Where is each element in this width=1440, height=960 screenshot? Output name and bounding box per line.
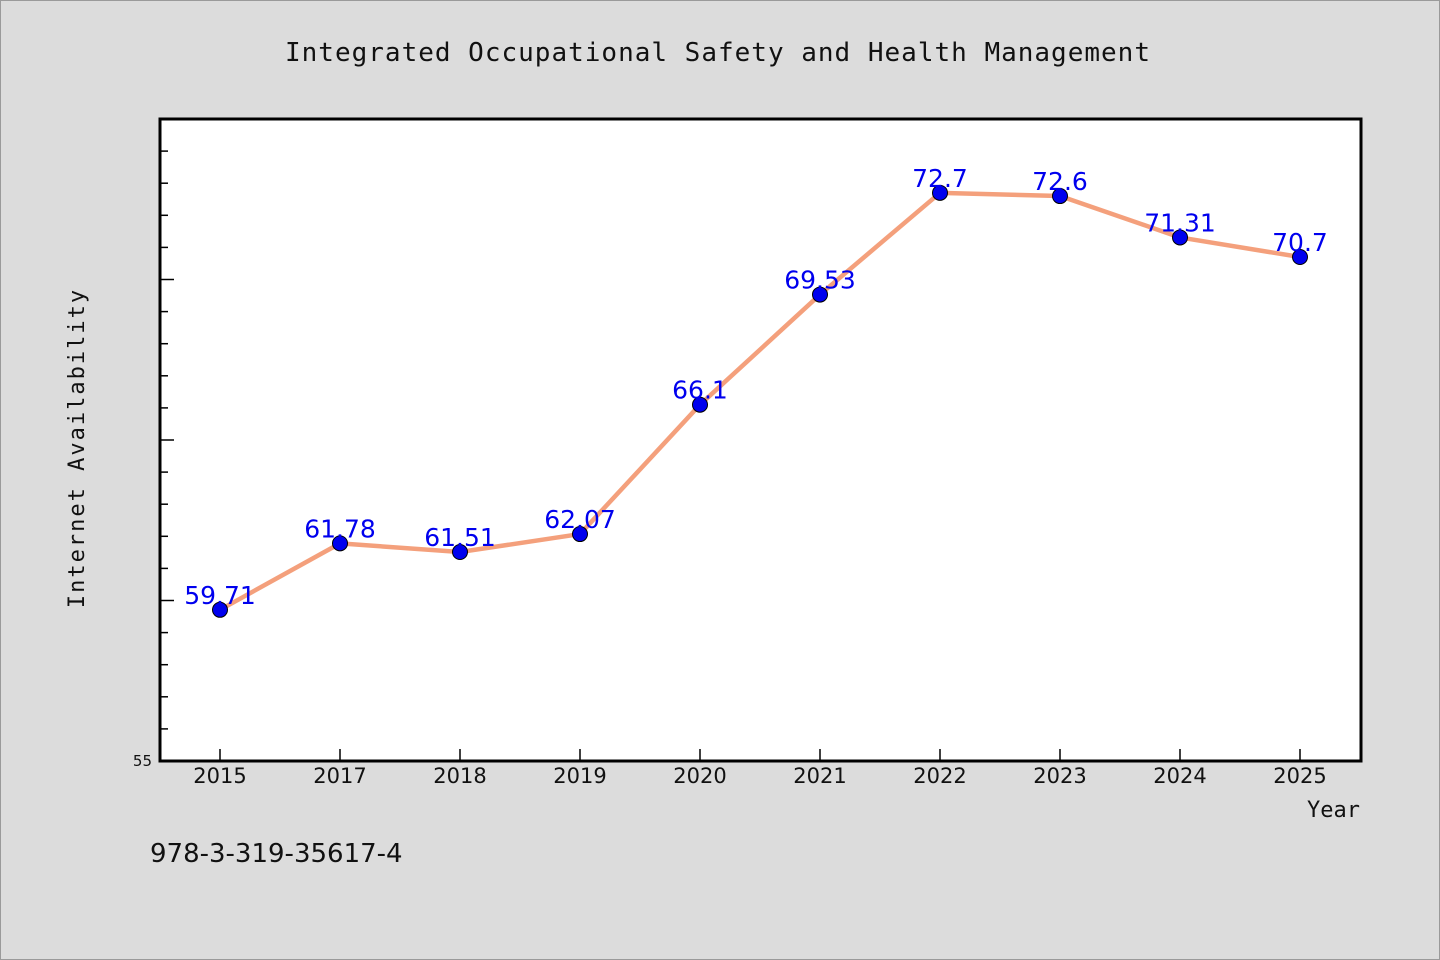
- x-tick-label: 2017: [313, 764, 366, 788]
- data-point: [332, 535, 348, 552]
- x-tick-label: 2020: [673, 764, 726, 788]
- x-tick-label: 2021: [793, 764, 846, 788]
- series-line: [218, 190, 1301, 612]
- y-axis-label: Internet Availability: [65, 288, 90, 608]
- x-tick-label: 2025: [1273, 764, 1326, 788]
- data-label: 70.7: [1272, 228, 1328, 257]
- chart-title: Integrated Occupational Safety and Healt…: [285, 38, 1151, 68]
- isbn-footer: 978-3-319-35617-4: [150, 839, 403, 869]
- data-label: 71.31: [1144, 208, 1216, 237]
- x-axis-label: Year: [1307, 798, 1360, 823]
- data-point: [452, 544, 468, 561]
- x-tick-label: 2024: [1153, 764, 1206, 788]
- data-point: [1172, 229, 1188, 246]
- data-label: 72.6: [1032, 167, 1088, 196]
- data-point: [1052, 188, 1068, 205]
- data-point: [1292, 249, 1308, 266]
- data-point: [212, 601, 228, 618]
- x-tick-label: 2018: [433, 764, 486, 788]
- data-labels: 59.71 61.78 61.51 62.07 66.1 69.53 72.7 72.6 71.…: [184, 164, 1328, 610]
- y-tick-label: 55: [133, 752, 152, 770]
- data-markers: [212, 184, 1308, 618]
- data-label: 66.1: [672, 376, 728, 405]
- data-label: 59.71: [184, 581, 256, 610]
- series-group: 59.71 61.78 61.51 62.07 66.1 69.53 72.7 72.6 71.…: [184, 164, 1328, 618]
- data-point: [812, 286, 828, 303]
- x-tick-label: 2019: [553, 764, 606, 788]
- data-label: 61.51: [424, 523, 496, 552]
- data-label: 62.07: [544, 505, 616, 534]
- data-label: 72.7: [912, 164, 968, 193]
- data-point: [692, 396, 708, 413]
- y-axis-ticks: [160, 150, 174, 730]
- data-point: [572, 526, 588, 543]
- x-tick-label: 2023: [1033, 764, 1086, 788]
- x-axis-ticks: 2015 2017 2018 2019 2020 2021 2022 2023 2024 2025: [193, 749, 1327, 788]
- data-label: 69.53: [784, 266, 856, 295]
- x-tick-label: 2022: [913, 764, 966, 788]
- x-tick-label: 2015: [193, 764, 246, 788]
- data-point: [932, 184, 948, 201]
- plot-area: [158, 117, 1363, 763]
- data-label: 61.78: [304, 514, 376, 543]
